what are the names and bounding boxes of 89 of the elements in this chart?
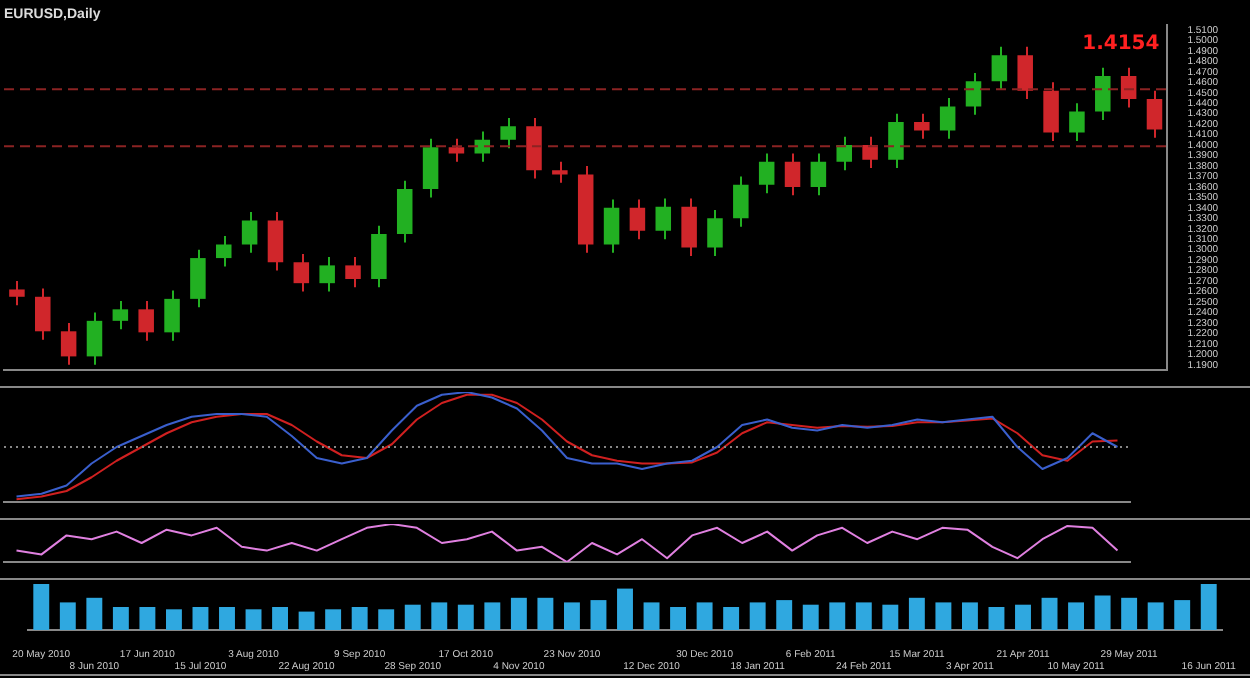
bar — [855, 602, 872, 630]
candlestick — [448, 137, 465, 163]
candlestick — [862, 135, 878, 170]
candlestick — [241, 211, 258, 254]
candlestick — [1017, 45, 1033, 101]
annotation: 1.4154 — [1082, 32, 1160, 55]
bar — [776, 600, 793, 630]
candlestick — [1069, 102, 1085, 142]
bar — [404, 604, 421, 630]
bar — [165, 609, 182, 630]
bar — [1200, 584, 1217, 630]
bar — [935, 602, 952, 630]
candlestick — [758, 152, 775, 195]
candlestick — [552, 160, 568, 184]
bar — [670, 607, 687, 630]
bar — [882, 604, 899, 630]
bar — [298, 611, 315, 630]
candlestick — [138, 299, 154, 342]
bar — [802, 604, 819, 630]
bar — [351, 607, 368, 630]
bar — [563, 602, 580, 630]
candlestick — [888, 112, 904, 170]
bar — [1147, 602, 1164, 630]
candlestick — [707, 208, 723, 257]
bar — [1174, 600, 1191, 630]
bar — [457, 604, 474, 630]
candlestick — [112, 299, 129, 331]
bar — [590, 600, 607, 630]
candlestick — [939, 97, 956, 140]
candlestick — [267, 211, 284, 272]
candlestick — [9, 280, 25, 307]
bar — [1015, 604, 1031, 630]
bar — [431, 602, 448, 630]
candlestick — [35, 287, 51, 341]
candlestick — [371, 224, 387, 289]
candlestick — [1095, 66, 1111, 121]
bar — [1068, 602, 1085, 630]
candlestick — [655, 197, 672, 241]
candlestick — [422, 137, 439, 199]
bar — [617, 588, 633, 630]
bar — [325, 609, 342, 630]
bar — [59, 602, 76, 630]
candlestick — [216, 235, 232, 268]
candlestick — [500, 116, 516, 150]
candlestick — [733, 175, 749, 228]
candlestick — [319, 256, 335, 293]
bar — [696, 602, 713, 630]
bar — [219, 607, 235, 630]
bar — [829, 602, 846, 630]
candlestick — [991, 45, 1008, 91]
bar — [33, 584, 50, 630]
bar — [723, 607, 740, 630]
bar — [643, 602, 660, 630]
bar — [86, 597, 103, 630]
bar — [961, 602, 978, 630]
bar — [988, 607, 1005, 630]
bar — [749, 602, 766, 630]
bar — [378, 609, 395, 630]
candlestick — [681, 197, 697, 257]
candlestick — [1120, 66, 1137, 109]
candlestick — [345, 256, 361, 289]
candlestick — [629, 198, 646, 241]
candlestick — [293, 252, 310, 293]
bar — [1041, 597, 1058, 630]
bar — [245, 609, 262, 630]
candlestick — [810, 152, 827, 197]
candlestick — [965, 71, 982, 116]
candlestick — [603, 198, 620, 254]
bar — [537, 597, 554, 630]
candlestick — [164, 289, 180, 342]
bar — [112, 607, 129, 630]
bar — [139, 607, 156, 630]
bar — [1094, 595, 1111, 630]
bar — [192, 607, 209, 630]
bar — [510, 597, 527, 630]
candlestick — [60, 321, 77, 366]
candlestick — [1043, 81, 1059, 142]
candlestick — [914, 112, 930, 140]
bar — [272, 607, 289, 630]
bar — [484, 602, 501, 630]
bar — [1121, 597, 1138, 630]
candlestick — [1146, 89, 1163, 139]
candlestick — [526, 116, 542, 180]
bar — [908, 597, 925, 630]
candlestick — [396, 179, 413, 244]
candlestick — [836, 135, 852, 172]
candlestick — [190, 248, 206, 309]
candlestick — [86, 311, 103, 366]
candlestick — [784, 152, 801, 197]
